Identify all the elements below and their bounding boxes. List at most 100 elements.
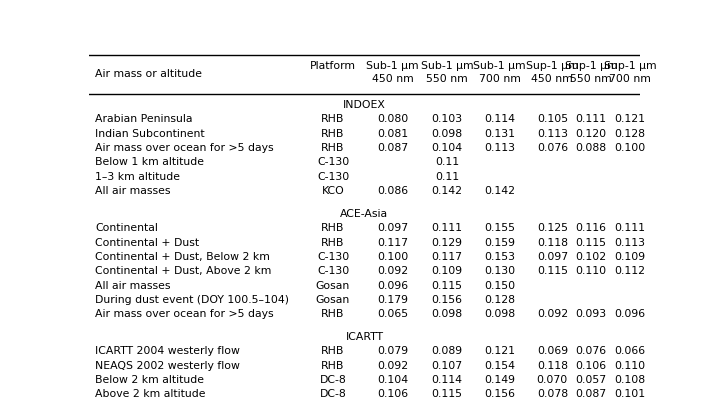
Text: Air mass over ocean for >5 days: Air mass over ocean for >5 days (95, 143, 274, 153)
Text: 0.155: 0.155 (484, 223, 515, 233)
Text: 0.096: 0.096 (614, 309, 646, 319)
Text: 0.101: 0.101 (614, 390, 646, 399)
Text: 0.11: 0.11 (435, 157, 459, 167)
Text: 0.087: 0.087 (575, 390, 606, 399)
Text: 0.121: 0.121 (484, 347, 515, 357)
Text: 0.118: 0.118 (537, 237, 568, 247)
Text: 0.129: 0.129 (432, 237, 462, 247)
Text: 0.080: 0.080 (377, 115, 408, 125)
Text: 0.086: 0.086 (377, 186, 408, 196)
Text: During dust event (DOY 100.5–104): During dust event (DOY 100.5–104) (95, 295, 289, 305)
Text: 0.117: 0.117 (432, 252, 462, 262)
Text: 0.089: 0.089 (432, 347, 462, 357)
Text: ICARTT 2004 westerly flow: ICARTT 2004 westerly flow (95, 347, 240, 357)
Text: 0.118: 0.118 (537, 361, 568, 371)
Text: 0.106: 0.106 (575, 361, 606, 371)
Text: 0.111: 0.111 (614, 223, 646, 233)
Text: 0.11: 0.11 (435, 172, 459, 182)
Text: 0.107: 0.107 (432, 361, 462, 371)
Text: 0.156: 0.156 (484, 390, 515, 399)
Text: 0.142: 0.142 (432, 186, 462, 196)
Text: 0.154: 0.154 (484, 361, 515, 371)
Text: 0.115: 0.115 (576, 237, 606, 247)
Text: RHB: RHB (321, 223, 345, 233)
Text: Indian Subcontinent: Indian Subcontinent (95, 129, 205, 139)
Text: 0.100: 0.100 (377, 252, 408, 262)
Text: Continental: Continental (95, 223, 158, 233)
Text: Air mass over ocean for >5 days: Air mass over ocean for >5 days (95, 309, 274, 319)
Text: 0.092: 0.092 (377, 266, 408, 276)
Text: 0.097: 0.097 (377, 223, 408, 233)
Text: 0.114: 0.114 (484, 115, 515, 125)
Text: 0.087: 0.087 (377, 143, 408, 153)
Text: 0.149: 0.149 (484, 375, 515, 385)
Text: 700 nm: 700 nm (479, 74, 520, 84)
Text: All air masses: All air masses (95, 186, 171, 196)
Text: All air masses: All air masses (95, 280, 171, 291)
Text: Above 2 km altitude: Above 2 km altitude (95, 390, 205, 399)
Text: 0.128: 0.128 (614, 129, 646, 139)
Text: 0.104: 0.104 (432, 143, 462, 153)
Text: RHB: RHB (321, 115, 345, 125)
Text: 0.115: 0.115 (537, 266, 568, 276)
Text: INDOEX: INDOEX (343, 100, 386, 110)
Text: 0.110: 0.110 (575, 266, 606, 276)
Text: 0.098: 0.098 (432, 129, 462, 139)
Text: 0.076: 0.076 (537, 143, 568, 153)
Text: Continental + Dust: Continental + Dust (95, 237, 199, 247)
Text: Gosan: Gosan (316, 295, 350, 305)
Text: Sub-1 μm: Sub-1 μm (366, 61, 419, 71)
Text: 0.128: 0.128 (484, 295, 515, 305)
Text: KCO: KCO (321, 186, 344, 196)
Text: 0.112: 0.112 (614, 266, 646, 276)
Text: Sup-1 μm: Sup-1 μm (526, 61, 579, 71)
Text: 450 nm: 450 nm (372, 74, 414, 84)
Text: DC-8: DC-8 (320, 375, 346, 385)
Text: 0.103: 0.103 (432, 115, 462, 125)
Text: 0.065: 0.065 (377, 309, 408, 319)
Text: 0.153: 0.153 (484, 252, 515, 262)
Text: C-130: C-130 (317, 252, 349, 262)
Text: C-130: C-130 (317, 157, 349, 167)
Text: 0.120: 0.120 (575, 129, 606, 139)
Text: Sub-1 μm: Sub-1 μm (474, 61, 526, 71)
Text: 0.125: 0.125 (537, 223, 568, 233)
Text: Sub-1 μm: Sub-1 μm (421, 61, 474, 71)
Text: Air mass or altitude: Air mass or altitude (95, 69, 202, 79)
Text: 550 nm: 550 nm (426, 74, 468, 84)
Text: 0.079: 0.079 (377, 347, 408, 357)
Text: 0.116: 0.116 (576, 223, 606, 233)
Text: RHB: RHB (321, 347, 345, 357)
Text: 0.098: 0.098 (484, 309, 515, 319)
Text: Below 1 km altitude: Below 1 km altitude (95, 157, 204, 167)
Text: 0.108: 0.108 (614, 375, 646, 385)
Text: 0.076: 0.076 (575, 347, 606, 357)
Text: 0.110: 0.110 (614, 361, 646, 371)
Text: 0.121: 0.121 (614, 115, 646, 125)
Text: 450 nm: 450 nm (531, 74, 573, 84)
Text: 0.113: 0.113 (537, 129, 568, 139)
Text: 0.057: 0.057 (575, 375, 606, 385)
Text: 1–3 km altitude: 1–3 km altitude (95, 172, 180, 182)
Text: 0.097: 0.097 (537, 252, 568, 262)
Text: RHB: RHB (321, 361, 345, 371)
Text: 0.117: 0.117 (377, 237, 408, 247)
Text: Continental + Dust, Below 2 km: Continental + Dust, Below 2 km (95, 252, 270, 262)
Text: 0.113: 0.113 (614, 237, 646, 247)
Text: Continental + Dust, Above 2 km: Continental + Dust, Above 2 km (95, 266, 272, 276)
Text: RHB: RHB (321, 143, 345, 153)
Text: RHB: RHB (321, 237, 345, 247)
Text: 0.142: 0.142 (484, 186, 515, 196)
Text: RHB: RHB (321, 129, 345, 139)
Text: 0.092: 0.092 (377, 361, 408, 371)
Text: 0.088: 0.088 (575, 143, 606, 153)
Text: Platform: Platform (310, 61, 356, 71)
Text: Arabian Peninsula: Arabian Peninsula (95, 115, 193, 125)
Text: RHB: RHB (321, 309, 345, 319)
Text: 0.092: 0.092 (537, 309, 568, 319)
Text: 0.093: 0.093 (575, 309, 606, 319)
Text: 0.131: 0.131 (484, 129, 515, 139)
Text: 0.078: 0.078 (537, 390, 568, 399)
Text: 0.066: 0.066 (614, 347, 646, 357)
Text: 0.109: 0.109 (432, 266, 462, 276)
